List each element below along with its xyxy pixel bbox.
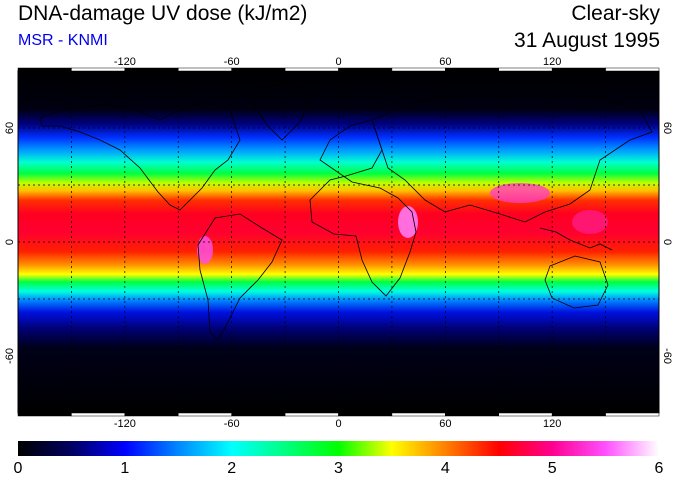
latitude-tick-label-left: 0 (4, 239, 16, 245)
north-america-coastline (39, 101, 241, 211)
frame-segment (71, 67, 126, 72)
frame-segment (231, 412, 286, 417)
frame-segment (284, 67, 339, 72)
tibet-hotspot (490, 183, 550, 203)
west-pacific-hotspot (572, 210, 608, 234)
colorbar-scale (18, 441, 659, 456)
longitude-tick-label: 120 (543, 56, 561, 68)
longitude-tick-label: 0 (335, 418, 341, 430)
sky-condition-label: Clear-sky (571, 2, 660, 25)
frame-segment (391, 412, 446, 417)
frame-segment (178, 67, 232, 72)
frame-segment (551, 67, 606, 72)
south-america-coastline (197, 213, 283, 341)
coastlines (39, 81, 653, 341)
frame-segment (17, 67, 72, 72)
colorbar-tick-label: 5 (548, 460, 557, 477)
data-source-label: MSR - KNMI (18, 32, 108, 49)
latitude-tick-label-right: 60 (661, 122, 673, 134)
frame-segment (605, 67, 660, 72)
frame-segment (338, 412, 393, 417)
frame-segment (17, 412, 72, 417)
frame-segment (498, 67, 553, 72)
longitude-tick-label: -120 (114, 418, 136, 430)
longitude-tick-label: -60 (224, 56, 240, 68)
longitude-tick-label: 120 (543, 418, 561, 430)
colorbar-tick-label: 6 (655, 460, 664, 477)
maritime-continent-coastline (539, 227, 613, 251)
map-title: DNA-damage UV dose (kJ/m2) (18, 2, 308, 25)
frame-segment (178, 412, 232, 417)
frame-segment (284, 412, 339, 417)
frame-segment (551, 412, 606, 417)
east-africa-hotspot (398, 206, 418, 238)
uv-field-map (18, 71, 659, 413)
frame-segment (445, 67, 500, 72)
longitude-tick-label: -120 (114, 56, 136, 68)
asia-coastline (371, 91, 653, 223)
longitude-tick-label: -60 (224, 418, 240, 430)
longitude-tick-label: 60 (439, 418, 451, 430)
latitude-tick-label-left: -60 (4, 348, 16, 364)
colorbar-tick-label: 3 (334, 460, 343, 477)
latitude-tick-label-right: -60 (661, 348, 673, 364)
uv-colorbar: 0 1 2 3 4 5 6 (14, 441, 664, 477)
frame-segment (605, 412, 660, 417)
frame-segment (498, 412, 553, 417)
colorbar-tick-label: 2 (227, 460, 236, 477)
andes-hotspot (197, 236, 213, 264)
colorbar-tick-label: 1 (120, 460, 129, 477)
longitude-tick-label: 0 (335, 56, 341, 68)
frame-segment (445, 412, 500, 417)
frame-segment (231, 67, 286, 72)
frame-segment (124, 67, 179, 72)
frame-segment (124, 412, 179, 417)
frame-segment (71, 412, 126, 417)
frame-segment (391, 67, 446, 72)
longitude-tick-label: 60 (439, 56, 451, 68)
latitude-tick-label-right: 0 (661, 239, 673, 245)
map-ticks: -120 -120 -60 -60 0 0 60 60 120 120 60 60 0 0 -60 -60 (4, 56, 673, 430)
colorbar-labels: 0 1 2 3 4 5 6 (14, 460, 664, 477)
latitude-tick-label-left: 60 (4, 122, 16, 134)
date-label: 31 August 1995 (514, 29, 660, 52)
colorbar-tick-label: 4 (441, 460, 450, 477)
australia-coastline (544, 255, 609, 309)
greenland-coastline (249, 81, 313, 141)
frame-segment (338, 67, 393, 72)
graticule (18, 71, 659, 413)
colorbar-tick-label: 0 (14, 460, 23, 477)
